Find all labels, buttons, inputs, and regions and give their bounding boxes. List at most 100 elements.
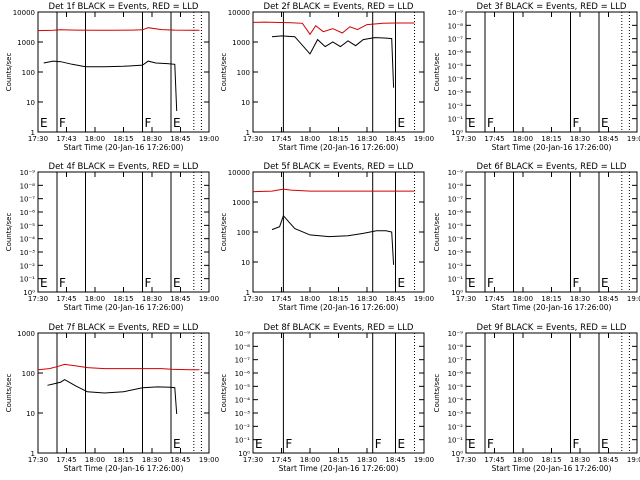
- x-tick-label: 18:45: [598, 456, 618, 464]
- y-tick-label: 10⁻²: [448, 102, 464, 110]
- x-tick-label: 17:45: [271, 295, 291, 303]
- x-tick-label: 18:30: [570, 295, 590, 303]
- y-tick-label: 10⁰: [238, 450, 250, 458]
- y-tick-label: 10⁻²: [235, 423, 251, 431]
- marker-label: F: [285, 437, 292, 451]
- x-tick-label: 17:45: [56, 295, 76, 303]
- marker-label: F: [59, 276, 66, 290]
- marker-label: E: [398, 437, 406, 451]
- y-tick-label: 10⁻³: [448, 89, 464, 97]
- y-axis-label: Counts/sec: [5, 374, 13, 413]
- y-tick-label: 10⁻⁶: [20, 209, 36, 217]
- marker-label: E: [601, 276, 609, 290]
- marker-label: E: [255, 437, 263, 451]
- lld-series-line: [252, 188, 415, 193]
- x-axis-label: Start Time (20-Jan-16 17:26:00): [64, 464, 184, 473]
- marker-label: E: [173, 116, 181, 130]
- x-tick-label: 17:30: [456, 135, 476, 143]
- chart-title: Det 9f BLACK = Events, RED = LLD: [477, 323, 627, 333]
- marker-label: F: [375, 437, 382, 451]
- marker-label: E: [601, 437, 609, 451]
- y-tick-label: 10⁻¹: [20, 276, 36, 284]
- y-axis-label: Counts/sec: [5, 53, 13, 92]
- x-tick-label: 17:30: [243, 295, 263, 303]
- plot-frame: [465, 171, 638, 293]
- x-tick-label: 18:15: [113, 295, 133, 303]
- y-tick-label: 1000: [17, 39, 35, 47]
- x-tick-label: 17:30: [456, 456, 476, 464]
- marker-label: F: [487, 276, 494, 290]
- x-tick-label: 18:00: [513, 295, 533, 303]
- x-tick-label: 19:00: [199, 135, 219, 143]
- x-tick-label: 18:45: [385, 135, 405, 143]
- x-tick-label: 18:45: [598, 135, 618, 143]
- x-tick-label: 18:00: [300, 456, 320, 464]
- marker-label: F: [59, 116, 66, 130]
- y-tick-label: 10: [241, 99, 250, 107]
- x-tick-label: 18:30: [357, 456, 377, 464]
- y-tick-label: 1: [246, 129, 250, 137]
- plot-frame: [37, 171, 210, 293]
- marker-label: E: [40, 276, 48, 290]
- x-tick-label: 19:00: [414, 295, 434, 303]
- y-tick-label: 10⁻⁴: [235, 397, 251, 405]
- y-tick-label: 1000: [232, 199, 250, 207]
- x-tick-label: 17:30: [456, 295, 476, 303]
- x-tick-label: 18:30: [142, 295, 162, 303]
- chart-title: Det 5f BLACK = Events, RED = LLD: [264, 162, 414, 172]
- y-tick-label: 10⁻¹: [448, 437, 464, 445]
- x-axis-label: Start Time (20-Jan-16 17:26:00): [492, 143, 612, 152]
- y-tick-label: 10⁻⁹: [235, 330, 251, 338]
- x-tick-label: 18:00: [300, 295, 320, 303]
- chart-panel-8: Det 8f BLACK = Events, RED = LLD 10⁰ 10⁻¹ 1…: [220, 323, 434, 473]
- y-tick-label: 10000: [228, 9, 250, 17]
- y-tick-label: 10⁻⁷: [448, 36, 464, 44]
- y-tick-label: 10⁻⁵: [448, 383, 464, 391]
- y-axis-label: Counts/sec: [220, 53, 228, 92]
- marker-label: E: [398, 116, 406, 130]
- events-series-line: [47, 379, 178, 415]
- events-series-line: [271, 214, 395, 265]
- y-tick-label: 10⁰: [451, 450, 463, 458]
- y-tick-label: 10⁻⁸: [448, 343, 464, 351]
- x-tick-label: 18:30: [570, 456, 590, 464]
- y-tick-label: 10⁻²: [448, 423, 464, 431]
- x-tick-label: 18:00: [300, 135, 320, 143]
- x-tick-label: 18:30: [142, 456, 162, 464]
- y-tick-label: 10⁻⁴: [448, 76, 464, 84]
- marker-label: E: [398, 276, 406, 290]
- chart-panel-5: Det 5f BLACK = Events, RED = LLD 1 10 100 10…: [220, 162, 434, 312]
- y-tick-label: 10⁻⁹: [448, 330, 464, 338]
- chart-panel-1: Det 1f BLACK = Events, RED = LLD 1 10 100 10…: [5, 2, 219, 152]
- x-tick-label: 17:30: [243, 456, 263, 464]
- events-series-line: [43, 60, 178, 112]
- y-axis-label: Counts/sec: [433, 213, 441, 252]
- y-tick-label: 10⁻⁷: [235, 357, 251, 365]
- marker-label: F: [145, 116, 152, 130]
- y-tick-label: 10⁻⁸: [235, 343, 251, 351]
- chart-panel-7: Det 7f BLACK = Events, RED = LLD 1 10 100 10…: [5, 323, 219, 473]
- y-tick-label: 1000: [17, 330, 35, 338]
- y-tick-label: 1: [31, 450, 35, 458]
- chart-title: Det 6f BLACK = Events, RED = LLD: [477, 162, 627, 172]
- x-tick-label: 18:15: [541, 135, 561, 143]
- x-tick-label: 18:45: [170, 456, 190, 464]
- y-axis-label: Counts/sec: [5, 213, 13, 252]
- x-tick-label: 18:45: [385, 456, 405, 464]
- marker-label: E: [173, 276, 181, 290]
- x-tick-label: 18:00: [85, 135, 105, 143]
- y-tick-label: 10⁻⁷: [448, 357, 464, 365]
- marker-label: F: [487, 116, 494, 130]
- y-tick-label: 1: [246, 289, 250, 297]
- x-tick-label: 18:45: [170, 295, 190, 303]
- x-tick-label: 17:45: [484, 295, 504, 303]
- y-axis-label: Counts/sec: [433, 53, 441, 92]
- x-tick-label: 19:00: [627, 295, 640, 303]
- y-tick-label: 10⁻⁴: [20, 236, 36, 244]
- plot-frame: [465, 332, 638, 454]
- y-tick-label: 10⁻³: [448, 249, 464, 257]
- y-tick-label: 10⁻⁵: [448, 222, 464, 230]
- x-tick-label: 19:00: [414, 456, 434, 464]
- y-axis-label: Counts/sec: [433, 374, 441, 413]
